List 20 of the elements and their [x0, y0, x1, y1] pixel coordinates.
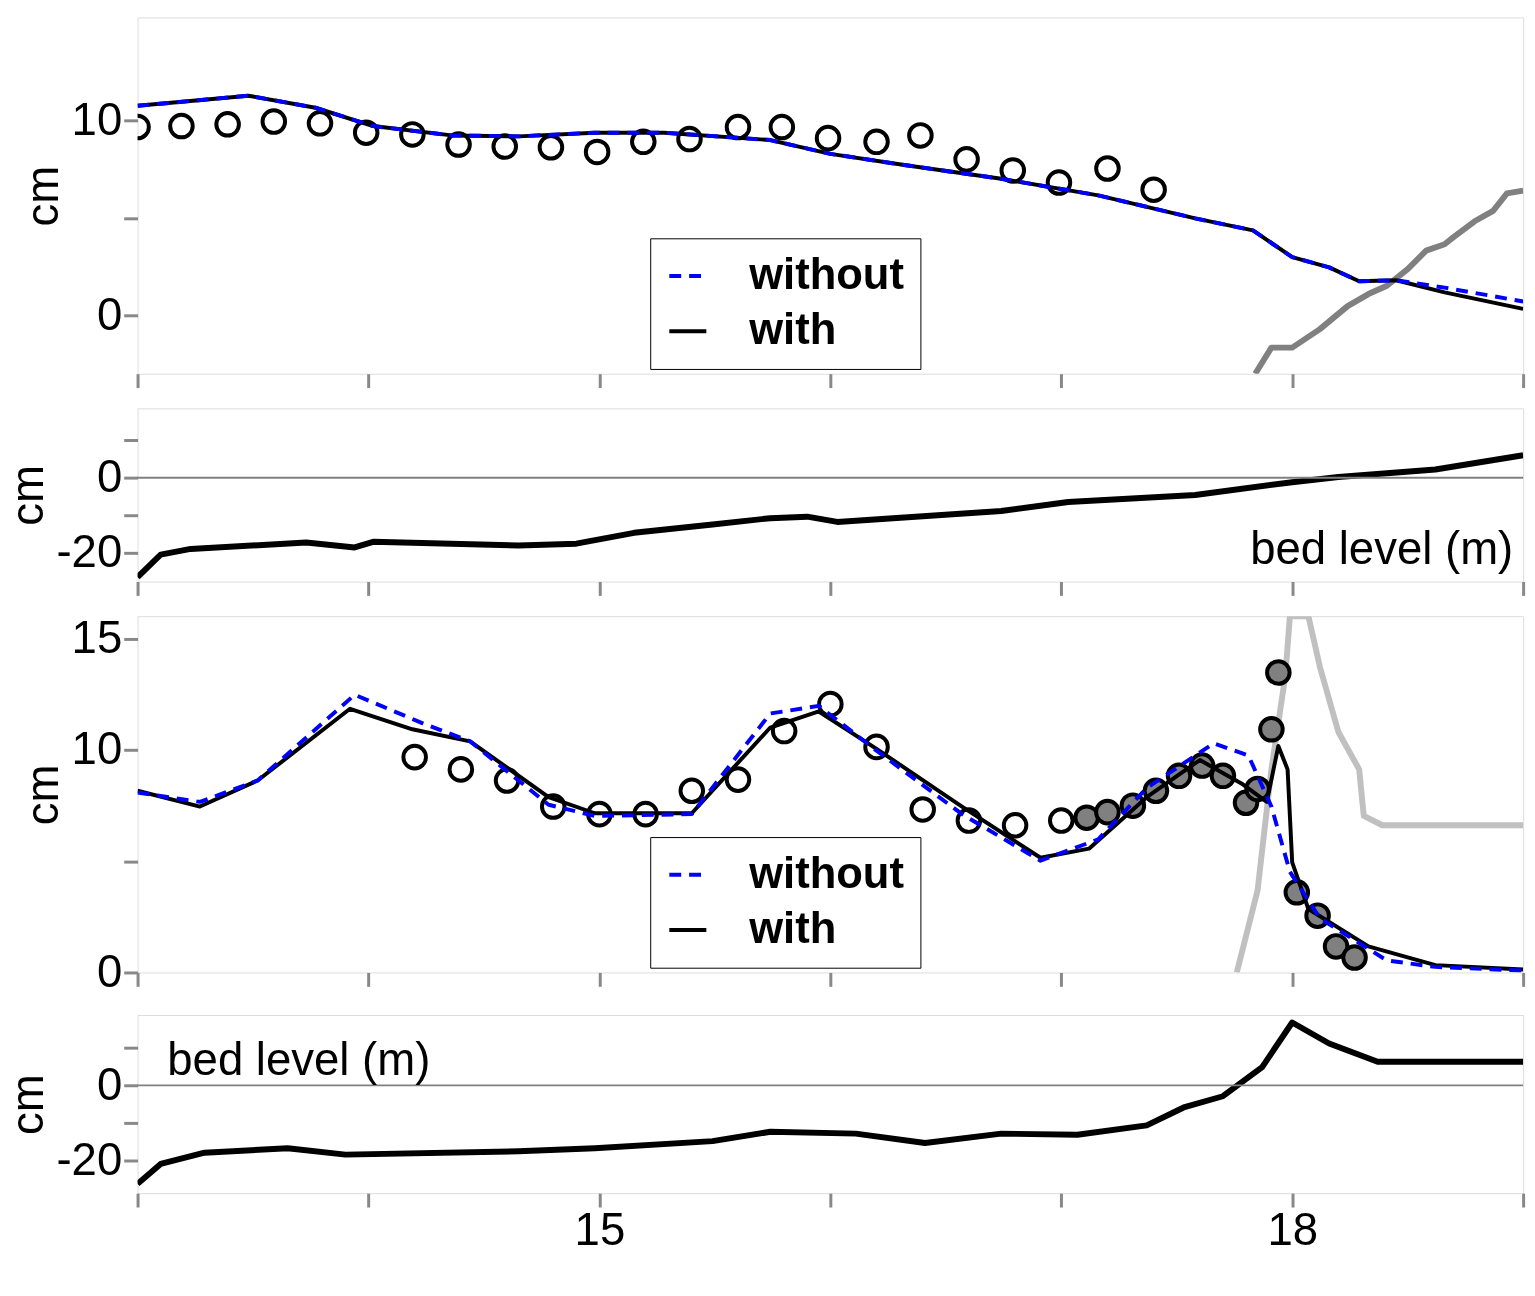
y-tick-label: 0	[96, 288, 123, 340]
y-tick-label: -20	[56, 526, 123, 578]
y-tick-label: 0	[96, 451, 123, 503]
annotation: bed level (m)	[167, 1034, 431, 1086]
y-axis-title: cm	[1, 465, 53, 526]
y-tick-label: 0	[96, 1058, 123, 1110]
legend-label: with	[748, 903, 837, 952]
y-tick-label: 15	[71, 611, 123, 663]
legend-label: without	[748, 249, 904, 298]
legend-label: without	[748, 848, 904, 897]
y-tick-label: 10	[71, 723, 123, 775]
y-tick-label: -20	[56, 1133, 123, 1185]
y-tick-label: 10	[71, 93, 123, 145]
legend-label: with	[748, 305, 837, 354]
y-tick-label: 0	[96, 945, 123, 997]
x-tick-label: 18	[1267, 1204, 1319, 1256]
y-axis-title: cm	[1, 1074, 53, 1135]
y-axis-title: cm	[16, 165, 68, 227]
annotation: bed level (m)	[1250, 522, 1514, 574]
y-axis-title: cm	[16, 764, 68, 826]
